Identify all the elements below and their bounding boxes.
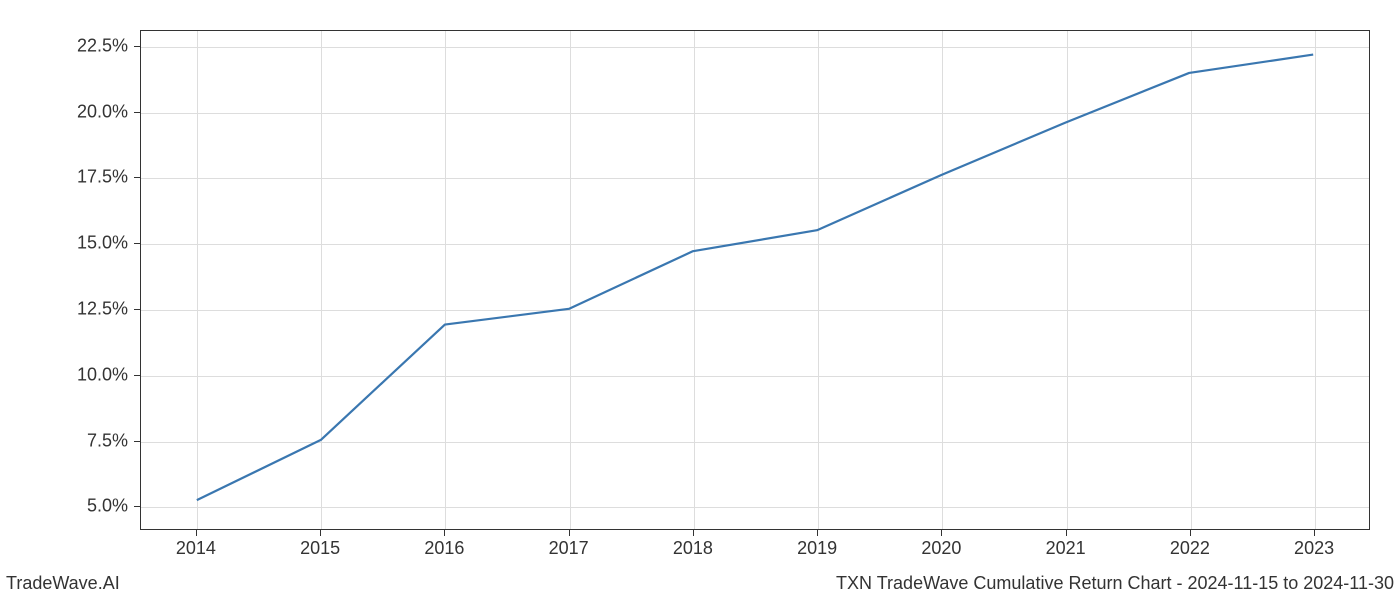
footer-right-text: TXN TradeWave Cumulative Return Chart - … — [836, 573, 1394, 594]
x-tick-label: 2015 — [300, 538, 340, 559]
x-tick-label: 2023 — [1294, 538, 1334, 559]
x-tick — [817, 530, 818, 536]
y-tick-label: 5.0% — [87, 496, 128, 517]
footer-left-text: TradeWave.AI — [6, 573, 120, 594]
chart-container: 2014201520162017201820192020202120222023… — [140, 30, 1370, 530]
x-tick — [320, 530, 321, 536]
x-tick-label: 2022 — [1170, 538, 1210, 559]
y-tick — [134, 506, 140, 507]
y-tick — [134, 46, 140, 47]
x-tick-label: 2017 — [549, 538, 589, 559]
y-tick-label: 12.5% — [77, 298, 128, 319]
y-tick-label: 20.0% — [77, 101, 128, 122]
y-tick — [134, 112, 140, 113]
y-tick-label: 22.5% — [77, 35, 128, 56]
y-tick — [134, 177, 140, 178]
y-tick — [134, 243, 140, 244]
x-tick — [693, 530, 694, 536]
y-tick-label: 15.0% — [77, 233, 128, 254]
x-tick-label: 2018 — [673, 538, 713, 559]
y-tick — [134, 375, 140, 376]
series-line — [197, 55, 1313, 501]
x-tick-label: 2014 — [176, 538, 216, 559]
plot-area — [140, 30, 1370, 530]
x-tick-label: 2021 — [1046, 538, 1086, 559]
y-tick-label: 7.5% — [87, 430, 128, 451]
x-tick — [569, 530, 570, 536]
line-chart — [141, 31, 1369, 529]
y-tick — [134, 441, 140, 442]
y-tick-label: 10.0% — [77, 364, 128, 385]
y-tick-label: 17.5% — [77, 167, 128, 188]
x-tick — [444, 530, 445, 536]
x-tick — [1190, 530, 1191, 536]
x-tick — [196, 530, 197, 536]
x-tick-label: 2016 — [424, 538, 464, 559]
y-tick — [134, 309, 140, 310]
x-tick — [1314, 530, 1315, 536]
x-tick — [941, 530, 942, 536]
x-tick-label: 2019 — [797, 538, 837, 559]
x-tick — [1066, 530, 1067, 536]
x-tick-label: 2020 — [921, 538, 961, 559]
